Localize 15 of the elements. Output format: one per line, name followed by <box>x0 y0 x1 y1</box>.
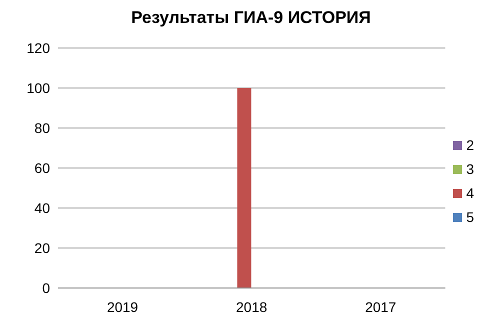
legend-label: 5 <box>466 208 474 224</box>
y-tick-label: 40 <box>34 200 50 216</box>
y-tick-label: 120 <box>26 40 50 56</box>
x-tick-label: 2017 <box>365 298 396 315</box>
y-tick-label: 0 <box>42 280 50 296</box>
x-tick-label: 2018 <box>236 298 268 315</box>
y-tick-label: 20 <box>34 240 50 256</box>
x-tick-label: 2019 <box>106 298 138 315</box>
legend-label: 4 <box>466 184 474 200</box>
legend-label: 3 <box>466 160 474 176</box>
y-tick-label: 80 <box>34 120 50 136</box>
chart-title: Результаты ГИА-9 ИСТОРИЯ <box>130 8 372 29</box>
y-tick-label: 100 <box>26 80 50 96</box>
y-tick-label: 60 <box>34 160 50 176</box>
legend-label: 2 <box>466 136 474 152</box>
